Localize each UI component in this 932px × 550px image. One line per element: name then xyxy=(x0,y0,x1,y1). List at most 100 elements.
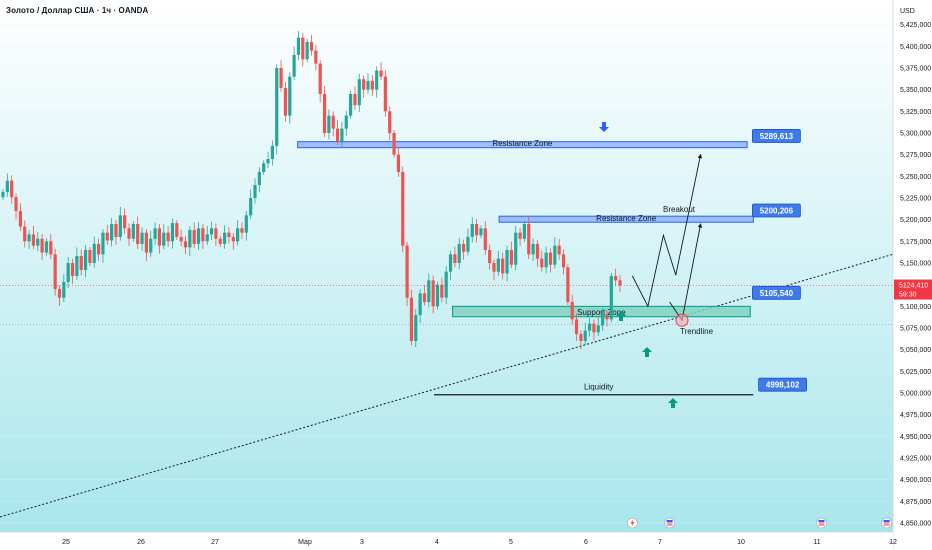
price-axis[interactable]: USD 5,425,000 5,400,000 5,375,000 5,350,000 5… xyxy=(892,0,932,550)
candle xyxy=(266,151,270,169)
resistance-zone-lower[interactable]: Resistance Zone xyxy=(498,214,754,223)
candle-body xyxy=(422,293,427,302)
resistance-zone-upper[interactable]: Resistance Zone xyxy=(297,139,748,149)
candle-body xyxy=(340,128,344,142)
event-flag-icon[interactable] xyxy=(664,517,675,529)
candle-body xyxy=(257,171,261,185)
candle xyxy=(262,160,266,176)
candle xyxy=(314,45,318,71)
candle xyxy=(253,178,257,204)
candle xyxy=(488,244,492,270)
price-tick-label: 5,050,000 xyxy=(900,347,931,354)
candle xyxy=(201,224,205,250)
price-label-bg xyxy=(752,285,801,300)
flag-stripe xyxy=(883,522,890,524)
projection-path[interactable] xyxy=(631,153,703,308)
candle xyxy=(614,268,618,286)
candle-body xyxy=(470,223,474,237)
price-tick-label: 5,400,000 xyxy=(900,44,931,51)
candle-body xyxy=(236,228,240,242)
candle-body xyxy=(249,197,253,216)
candle xyxy=(540,250,544,272)
price-tick-label: 5,200,000 xyxy=(900,217,931,224)
candle xyxy=(118,206,122,241)
candle-body xyxy=(222,232,227,244)
candle-body xyxy=(262,163,266,172)
candle-body xyxy=(548,252,553,265)
candle-body xyxy=(488,249,492,263)
candle xyxy=(366,73,370,94)
candle-body xyxy=(370,80,374,90)
trendline-up-arrow xyxy=(642,347,652,357)
price-label-text: 5105,540 xyxy=(760,289,794,298)
event-flag-icon[interactable] xyxy=(816,517,827,529)
price-tick-label: 5,325,000 xyxy=(900,109,931,116)
candle-body xyxy=(183,241,188,248)
current-price-tag[interactable] xyxy=(894,279,932,300)
candle-body xyxy=(570,301,574,320)
candle-body xyxy=(435,284,440,307)
candle xyxy=(166,225,170,247)
candle-body xyxy=(92,243,96,263)
candle xyxy=(609,272,613,323)
candle xyxy=(587,317,592,337)
price-tick-label: 5,025,000 xyxy=(900,369,931,376)
candle-body xyxy=(544,252,548,268)
resistance-zone-lower-rect[interactable] xyxy=(498,215,754,223)
candle-body xyxy=(427,280,431,302)
candle-body xyxy=(292,54,296,77)
event-flag-icon[interactable] xyxy=(881,517,892,529)
candle-body xyxy=(49,241,53,255)
candle xyxy=(70,258,75,284)
candle xyxy=(535,240,540,268)
time-tick-label: Мар xyxy=(298,539,312,546)
price-tick-label: 5,300,000 xyxy=(900,130,931,137)
candle-body xyxy=(209,228,214,235)
price-label-bg xyxy=(758,377,807,392)
current-price-countdown: 59:30 xyxy=(899,292,917,299)
candle xyxy=(475,219,479,243)
flag-stripe xyxy=(883,524,890,526)
projection-paths[interactable]: Breakout xyxy=(631,153,703,327)
candle-body xyxy=(192,230,196,244)
candle-body xyxy=(561,254,566,268)
candle-body xyxy=(110,223,114,241)
candle xyxy=(492,259,496,281)
price-tick-label: 4,925,000 xyxy=(900,456,931,463)
candle-body xyxy=(218,238,222,244)
zones[interactable]: Resistance Zone Resistance Zone Support Zo… xyxy=(0,139,893,396)
candle-body xyxy=(518,232,522,239)
candles xyxy=(1,30,622,350)
candle-body xyxy=(331,115,335,129)
candle xyxy=(283,81,288,122)
candle xyxy=(1,188,5,201)
time-axis[interactable]: 25 26 27 Мар 3 4 5 6 7 10 11 12 xyxy=(0,531,897,550)
candle-body xyxy=(618,280,622,286)
candle xyxy=(127,223,131,247)
resistance-zone-upper-rect[interactable] xyxy=(297,141,748,149)
event-bolt-icon[interactable] xyxy=(627,517,638,529)
candle xyxy=(466,228,470,256)
candle-body xyxy=(62,282,66,298)
price-label-box: 5105,540 xyxy=(752,285,801,300)
candle xyxy=(57,285,62,307)
event-markers[interactable] xyxy=(627,517,892,529)
candle xyxy=(357,73,361,112)
candle xyxy=(457,237,461,270)
candle-body xyxy=(279,67,283,88)
price-tick-label: 5,225,000 xyxy=(900,195,931,202)
candle-body xyxy=(118,215,122,237)
candle xyxy=(583,322,587,346)
candle xyxy=(123,208,127,234)
candle xyxy=(188,226,192,256)
candle-body xyxy=(344,115,348,129)
candle xyxy=(136,216,140,249)
candle-body xyxy=(144,232,148,253)
trendline[interactable]: Trendline xyxy=(0,253,893,518)
trendline-line[interactable] xyxy=(0,253,893,518)
price-tick-label: 5,000,000 xyxy=(900,391,931,398)
candle xyxy=(557,238,561,260)
bolt-glyph xyxy=(630,519,635,527)
candle-body xyxy=(253,184,257,198)
